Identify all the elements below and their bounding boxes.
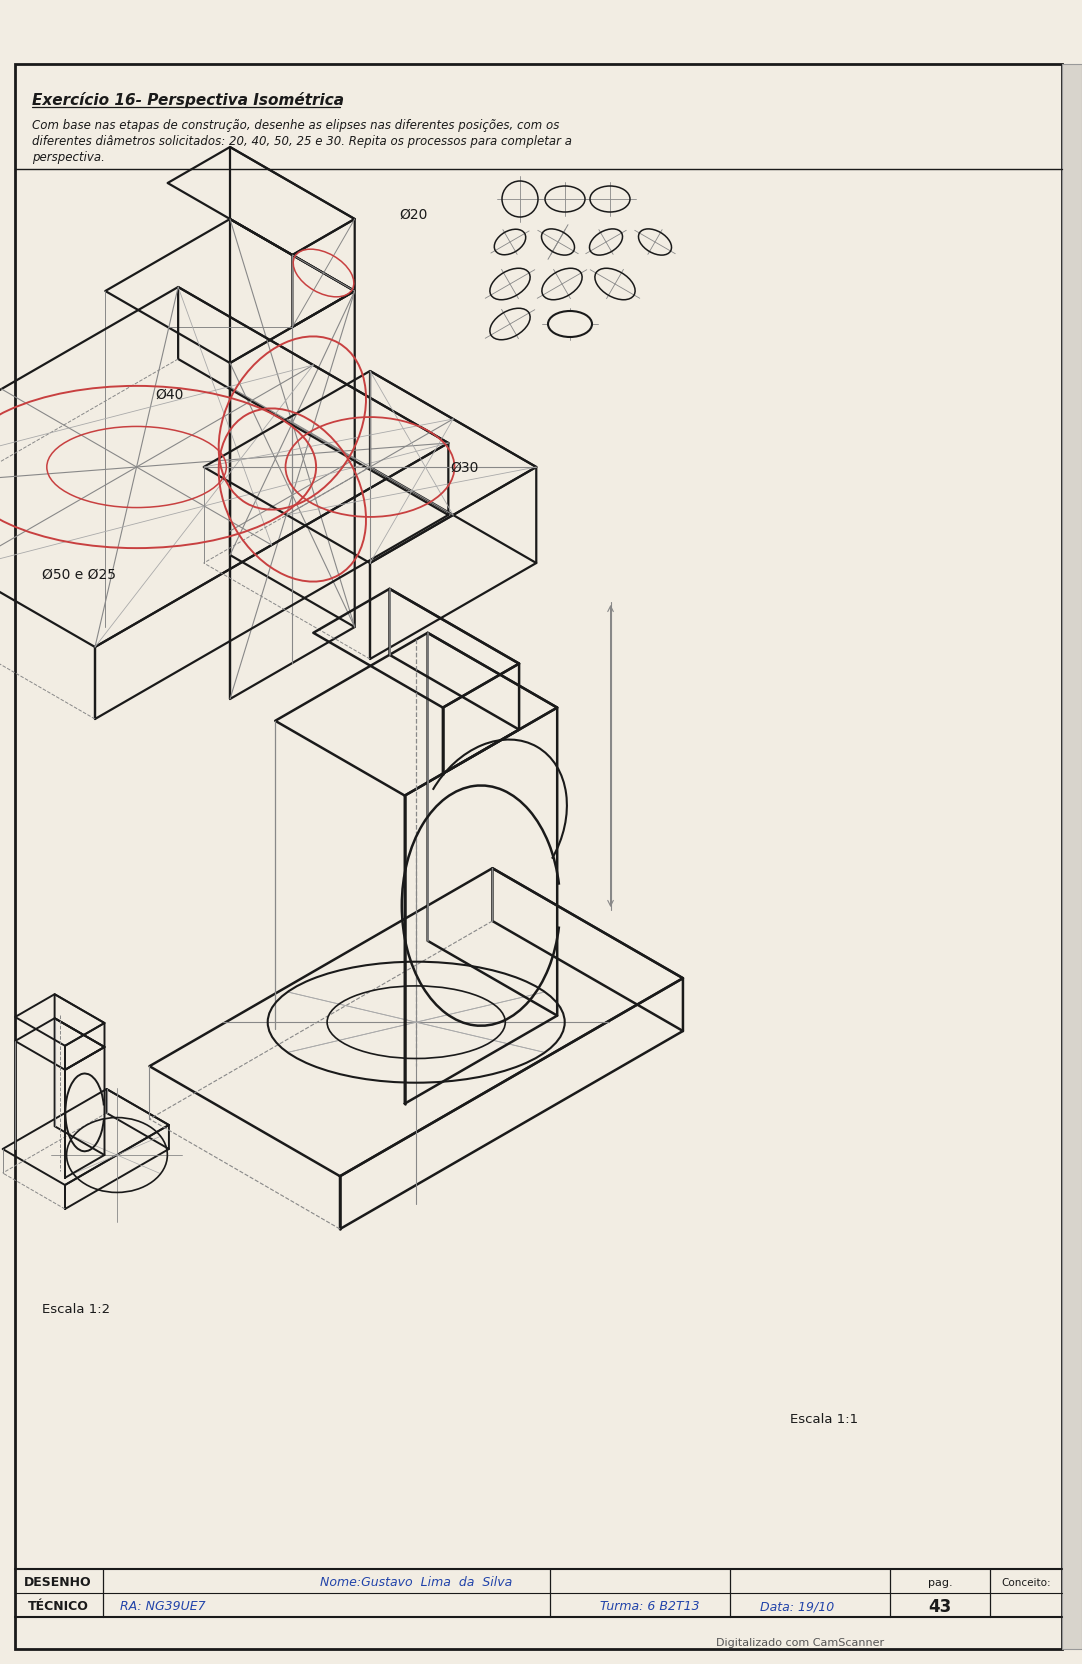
Text: Ø30: Ø30: [450, 461, 478, 474]
Text: Escala 1:1: Escala 1:1: [790, 1413, 858, 1426]
Text: perspectiva.: perspectiva.: [32, 151, 105, 165]
Text: 43: 43: [928, 1597, 952, 1616]
Text: DESENHO: DESENHO: [24, 1576, 92, 1589]
Text: TÉCNICO: TÉCNICO: [27, 1599, 89, 1612]
Text: Data: 19/10: Data: 19/10: [760, 1599, 834, 1612]
Text: Conceito:: Conceito:: [1001, 1577, 1051, 1587]
Text: Escala 1:2: Escala 1:2: [42, 1303, 110, 1316]
Text: Ø20: Ø20: [399, 208, 428, 221]
Text: RA: NG39UE7: RA: NG39UE7: [120, 1599, 206, 1612]
Text: Com base nas etapas de construção, desenhe as elipses nas diferentes posições, c: Com base nas etapas de construção, desen…: [32, 118, 559, 131]
Text: Digitalizado com CamScanner: Digitalizado com CamScanner: [716, 1637, 884, 1647]
Ellipse shape: [547, 311, 592, 338]
Text: Ø50 e Ø25: Ø50 e Ø25: [42, 567, 116, 582]
Bar: [1063, 65, 1082, 1649]
Text: Nome:Gustavo  Lima  da  Silva: Nome:Gustavo Lima da Silva: [320, 1576, 512, 1589]
Text: pag.: pag.: [927, 1577, 952, 1587]
Text: Turma: 6 B2T13: Turma: 6 B2T13: [601, 1599, 700, 1612]
Text: Ø40: Ø40: [155, 388, 183, 401]
Text: Exercício 16- Perspectiva Isométrica: Exercício 16- Perspectiva Isométrica: [32, 92, 344, 108]
Text: diferentes diâmetros solicitados: 20, 40, 50, 25 e 30. Repita os processos para : diferentes diâmetros solicitados: 20, 40…: [32, 135, 572, 148]
